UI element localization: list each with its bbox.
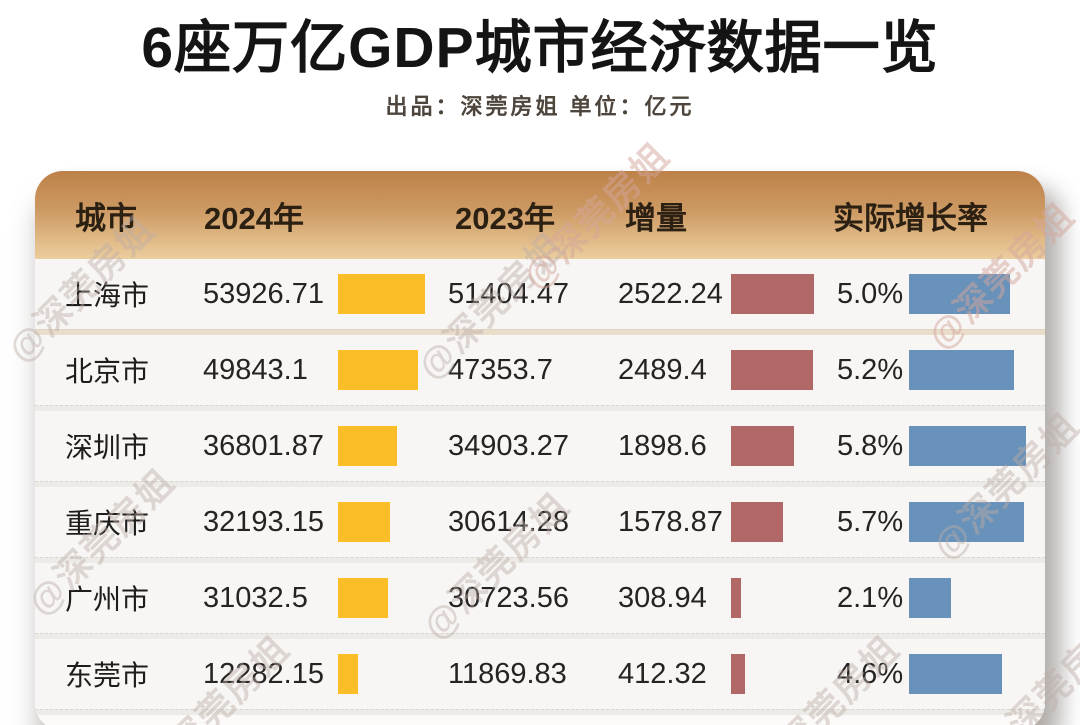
data-table-card: 城市 2024年 2023年 增量 实际增长率 上海市 53926.71 514… [35, 171, 1045, 725]
header-2024: 2024年 [204, 200, 304, 236]
table-row: 北京市 49843.1 47353.7 2489.4 5.2% [35, 335, 1045, 405]
delta-bar [731, 654, 745, 694]
row-separator [35, 633, 1045, 639]
row-separator [35, 329, 1045, 335]
gdp-2023-cell: 34903.27 [448, 429, 569, 462]
gdp-2024-bar [338, 274, 425, 314]
gdp-2024-bar [338, 502, 390, 542]
row-separator [35, 481, 1045, 487]
city-cell: 东莞市 [65, 660, 150, 691]
table-row: 重庆市 32193.15 30614.28 1578.87 5.7% [35, 487, 1045, 557]
gdp-2024-bar [338, 654, 358, 694]
gdp-2024-bar [338, 578, 389, 618]
delta-bar [731, 274, 814, 314]
header-delta: 增量 [625, 200, 687, 236]
gdp-2024-cell: 49843.1 [203, 353, 308, 386]
city-cell: 重庆市 [65, 508, 150, 539]
gdp-2023-cell: 30723.56 [448, 581, 569, 614]
delta-cell: 412.32 [618, 657, 707, 690]
growth-cell: 5.0% [837, 277, 904, 310]
delta-bar [731, 578, 742, 618]
header-growth-rate: 实际增长率 [833, 200, 988, 236]
page-subtitle: 出品：深莞房姐 单位：亿元 [385, 93, 695, 119]
city-cell: 北京市 [65, 356, 150, 387]
growth-bar [909, 350, 1014, 390]
gdp-2024-cell: 31032.5 [203, 581, 308, 614]
row-separator [35, 709, 1045, 715]
gdp-2023-cell: 30614.28 [448, 505, 569, 538]
gdp-2024-bar [338, 426, 398, 466]
title-block: 6座万亿GDP城市经济数据一览 出品：深莞房姐 单位：亿元 [0, 16, 1080, 121]
growth-bar [909, 502, 1025, 542]
gdp-2023-cell: 51404.47 [448, 277, 569, 310]
table-row: 广州市 31032.5 30723.56 308.94 2.1% [35, 563, 1045, 633]
card-footer [35, 715, 1045, 725]
delta-cell: 1578.87 [618, 505, 723, 538]
city-cell: 深圳市 [65, 432, 150, 463]
gdp-2023-cell: 47353.7 [448, 353, 553, 386]
gdp-2024-bar [338, 350, 419, 390]
city-cell: 广州市 [65, 584, 150, 615]
growth-bar [909, 578, 952, 618]
growth-cell: 5.7% [837, 505, 904, 538]
growth-cell: 5.8% [837, 429, 904, 462]
gdp-2024-cell: 32193.15 [203, 505, 324, 538]
growth-bar [909, 426, 1027, 466]
gdp-2024-cell: 53926.71 [203, 277, 324, 310]
table-header-row: 城市 2024年 2023年 增量 实际增长率 [35, 171, 1045, 259]
gdp-2023-cell: 11869.83 [448, 657, 567, 690]
table-body: 上海市 53926.71 51404.47 2522.24 5.0% 北京市 4… [35, 259, 1045, 715]
table-row: 东莞市 12282.15 11869.83 412.32 4.6% [35, 639, 1045, 709]
row-separator [35, 557, 1045, 563]
growth-cell: 2.1% [837, 581, 904, 614]
delta-cell: 2522.24 [618, 277, 723, 310]
delta-cell: 2489.4 [618, 353, 707, 386]
gdp-2024-cell: 36801.87 [203, 429, 324, 462]
row-separator [35, 405, 1045, 411]
header-2023: 2023年 [455, 200, 555, 236]
delta-bar [731, 426, 794, 466]
growth-cell: 5.2% [837, 353, 904, 386]
city-cell: 上海市 [65, 280, 150, 311]
gdp-2024-cell: 12282.15 [203, 657, 324, 690]
page-title: 6座万亿GDP城市经济数据一览 [141, 16, 939, 80]
delta-bar [731, 502, 783, 542]
table-row: 深圳市 36801.87 34903.27 1898.6 5.8% [35, 411, 1045, 481]
header-city: 城市 [75, 200, 137, 236]
delta-cell: 1898.6 [618, 429, 707, 462]
growth-bar [909, 274, 1010, 314]
delta-cell: 308.94 [618, 581, 707, 614]
growth-cell: 4.6% [837, 657, 904, 690]
table-row: 上海市 53926.71 51404.47 2522.24 5.0% [35, 259, 1045, 329]
delta-bar [731, 350, 813, 390]
growth-bar [909, 654, 1002, 694]
